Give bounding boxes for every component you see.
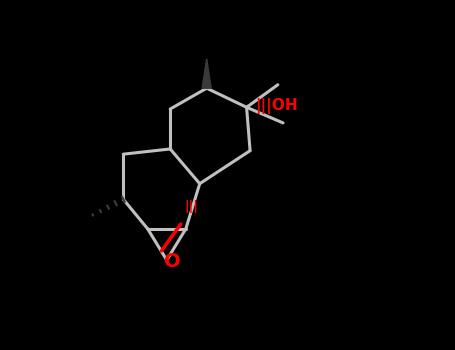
Text: |||: |||	[184, 200, 198, 213]
Text: |||OH: |||OH	[255, 98, 298, 113]
Text: O: O	[164, 252, 180, 271]
Polygon shape	[202, 59, 211, 88]
